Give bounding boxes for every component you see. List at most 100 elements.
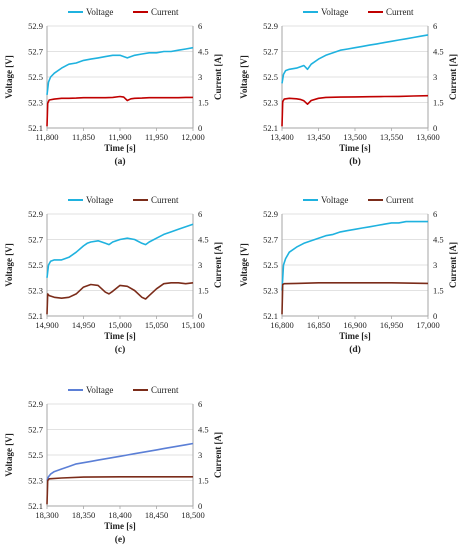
x-tick-label: 18,450 (145, 510, 168, 520)
y-left-tick-label: 52.3 (28, 286, 43, 296)
legend-label: Current (386, 195, 414, 205)
y-left-axis-title: Voltage [V] (239, 243, 249, 286)
voltage-series-line (46, 223, 194, 278)
y-left-tick-label: 52.9 (28, 399, 43, 409)
y-left-tick-label: 52.7 (263, 235, 278, 245)
x-tick-label: 13,550 (380, 132, 403, 142)
y-right-tick-label: 1.5 (198, 476, 209, 486)
panel-label: (b) (349, 156, 361, 167)
x-tick-label: 15,000 (108, 320, 131, 330)
legend-label: Current (151, 385, 179, 395)
x-tick-label: 11,950 (145, 132, 168, 142)
y-left-tick-label: 52.3 (263, 98, 278, 108)
y-left-tick-label: 52.5 (263, 260, 278, 270)
voltage-series-line (46, 46, 194, 95)
current-series-line (46, 282, 194, 315)
y-left-tick-label: 52.5 (28, 260, 43, 270)
x-axis-title: Time [s] (339, 143, 371, 153)
y-left-tick-label: 52.5 (28, 72, 43, 82)
y-right-axis-title: Current [A] (213, 432, 223, 478)
x-tick-label: 18,350 (72, 510, 95, 520)
chart-panel: 52.1 52.3 52.5 52.7 52.9 0 1.5 3 4.5 6 11,800 11,85… (4, 7, 223, 167)
y-left-tick-label: 52.5 (263, 72, 278, 82)
x-tick-label: 18,400 (108, 510, 131, 520)
x-axis-title: Time [s] (104, 331, 136, 341)
legend-label: Voltage (321, 7, 348, 17)
legend-label: Voltage (86, 385, 113, 395)
y-right-tick-label: 6 (198, 209, 202, 219)
y-left-tick-label: 52.9 (28, 21, 43, 31)
y-left-tick-label: 52.1 (28, 123, 43, 133)
x-tick-label: 13,450 (307, 132, 330, 142)
panel-label: (e) (115, 534, 126, 545)
y-right-tick-label: 6 (198, 21, 202, 31)
y-left-tick-label: 52.7 (28, 425, 43, 435)
x-tick-label: 17,000 (416, 320, 439, 330)
y-right-tick-label: 1.5 (198, 286, 209, 296)
y-right-tick-label: 4.5 (433, 47, 444, 57)
current-series-line (281, 282, 429, 315)
x-tick-label: 13,600 (416, 132, 439, 142)
x-tick-label: 16,850 (307, 320, 330, 330)
x-tick-label: 14,900 (35, 320, 58, 330)
y-right-tick-label: 0 (198, 311, 202, 321)
y-right-axis-title: Current [A] (448, 54, 458, 100)
y-left-tick-label: 52.3 (28, 476, 43, 486)
y-right-tick-label: 6 (198, 399, 202, 409)
y-right-tick-label: 3 (198, 450, 202, 460)
chart-panel: 52.1 52.3 52.5 52.7 52.9 0 1.5 3 4.5 6 18,300 18,35… (4, 385, 223, 545)
legend-label: Voltage (86, 7, 113, 17)
y-right-tick-label: 0 (433, 311, 437, 321)
x-tick-label: 11,800 (35, 132, 58, 142)
y-left-tick-label: 52.1 (28, 501, 43, 511)
panel-label: (a) (114, 156, 125, 167)
x-axis-title: Time [s] (339, 331, 371, 341)
y-right-tick-label: 1.5 (433, 286, 444, 296)
x-tick-label: 16,950 (380, 320, 403, 330)
y-left-axis-title: Voltage [V] (4, 243, 14, 286)
chart-panel: 52.1 52.3 52.5 52.7 52.9 0 1.5 3 4.5 6 16,800 16,85… (239, 195, 458, 355)
y-left-tick-label: 52.1 (263, 123, 278, 133)
y-right-tick-label: 1.5 (198, 98, 209, 108)
x-tick-label: 15,050 (145, 320, 168, 330)
voltage-series-line (46, 442, 194, 481)
chart-panel: 52.1 52.3 52.5 52.7 52.9 0 1.5 3 4.5 6 13,400 13,45… (239, 7, 458, 167)
y-right-tick-label: 3 (198, 260, 202, 270)
y-left-tick-label: 52.9 (28, 209, 43, 219)
y-right-tick-label: 4.5 (198, 425, 209, 435)
y-right-tick-label: 0 (198, 501, 202, 511)
y-right-tick-label: 6 (433, 209, 437, 219)
y-right-tick-label: 6 (433, 21, 437, 31)
y-right-tick-label: 3 (198, 72, 202, 82)
y-right-tick-label: 3 (433, 72, 437, 82)
voltage-series-line (281, 220, 428, 291)
y-left-tick-label: 52.7 (28, 235, 43, 245)
y-right-tick-label: 0 (198, 123, 202, 133)
chart-panel: 52.1 52.3 52.5 52.7 52.9 0 1.5 3 4.5 6 14,900 14,95… (4, 195, 223, 355)
legend-label: Current (151, 7, 179, 17)
y-left-axis-title: Voltage [V] (239, 55, 249, 98)
current-series-line (46, 476, 193, 505)
y-left-tick-label: 52.1 (263, 311, 278, 321)
y-right-axis-title: Current [A] (448, 242, 458, 288)
y-left-tick-label: 52.9 (263, 21, 278, 31)
y-left-axis-title: Voltage [V] (4, 55, 14, 98)
y-left-tick-label: 52.1 (28, 311, 43, 321)
x-tick-label: 11,850 (72, 132, 95, 142)
x-tick-label: 13,400 (270, 132, 293, 142)
y-left-tick-label: 52.3 (263, 286, 278, 296)
x-tick-label: 12,000 (181, 132, 204, 142)
legend-label: Voltage (86, 195, 113, 205)
panel-label: (d) (349, 344, 361, 355)
x-tick-label: 18,300 (35, 510, 58, 520)
x-tick-label: 15,100 (181, 320, 204, 330)
x-tick-label: 14,950 (72, 320, 95, 330)
y-left-tick-label: 52.9 (263, 209, 278, 219)
y-left-tick-label: 52.7 (263, 47, 278, 57)
y-right-tick-label: 0 (433, 123, 437, 133)
y-right-tick-label: 4.5 (433, 235, 444, 245)
y-right-tick-label: 1.5 (433, 98, 444, 108)
current-series-line (46, 95, 193, 127)
x-tick-label: 18,500 (181, 510, 204, 520)
